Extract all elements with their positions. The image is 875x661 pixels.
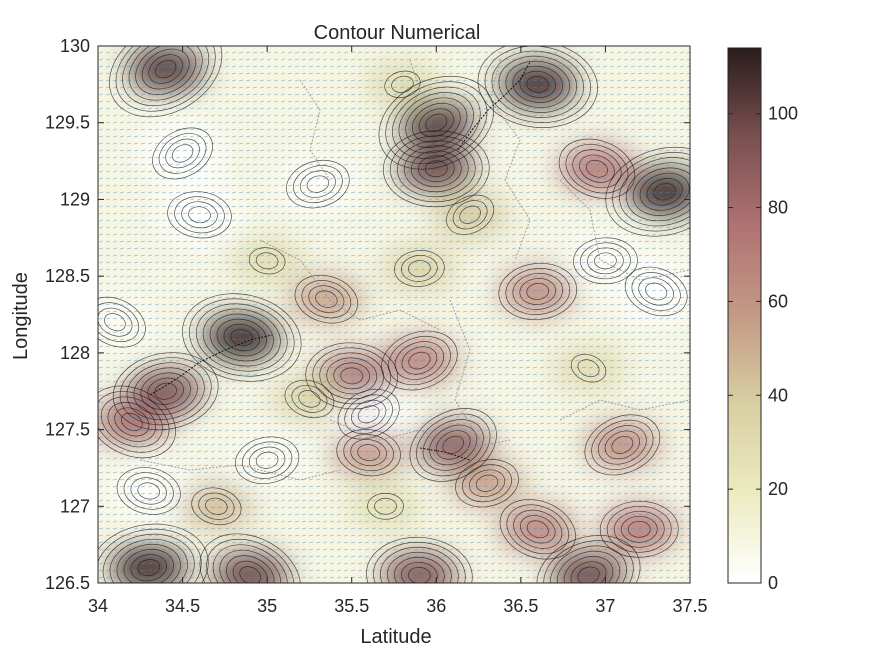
y-axis-label: Longitude <box>10 272 32 360</box>
y-tick-label: 127.5 <box>45 420 90 440</box>
x-axis-label: Latitude <box>360 626 431 648</box>
colorbar <box>728 48 761 583</box>
x-tick-label: 37 <box>595 596 615 616</box>
x-tick-label: 34.5 <box>165 596 200 616</box>
colorbar-tick-label: 100 <box>768 104 798 124</box>
y-tick-label: 129.5 <box>45 113 90 133</box>
x-tick-label: 37.5 <box>672 596 707 616</box>
colorbar-tick-label: 80 <box>768 198 788 218</box>
x-tick-label: 35.5 <box>334 596 369 616</box>
y-tick-label: 128 <box>60 343 90 363</box>
colorbar-tick-label: 40 <box>768 385 788 405</box>
colorbar-tick-label: 20 <box>768 479 788 499</box>
y-tick-label: 127 <box>60 496 90 516</box>
y-tick-label: 130 <box>60 36 90 56</box>
colorbar-tick-label: 0 <box>768 573 778 593</box>
x-tick-label: 36.5 <box>503 596 538 616</box>
y-tick-label: 126.5 <box>45 573 90 593</box>
vector-arrow-layer <box>98 46 690 583</box>
chart-title: Contour Numerical <box>314 22 481 44</box>
x-tick-label: 35 <box>257 596 277 616</box>
x-tick-label: 34 <box>88 596 108 616</box>
x-tick-label: 36 <box>426 596 446 616</box>
y-tick-label: 129 <box>60 189 90 209</box>
colorbar-tick-label: 60 <box>768 291 788 311</box>
y-tick-label: 128.5 <box>45 266 90 286</box>
